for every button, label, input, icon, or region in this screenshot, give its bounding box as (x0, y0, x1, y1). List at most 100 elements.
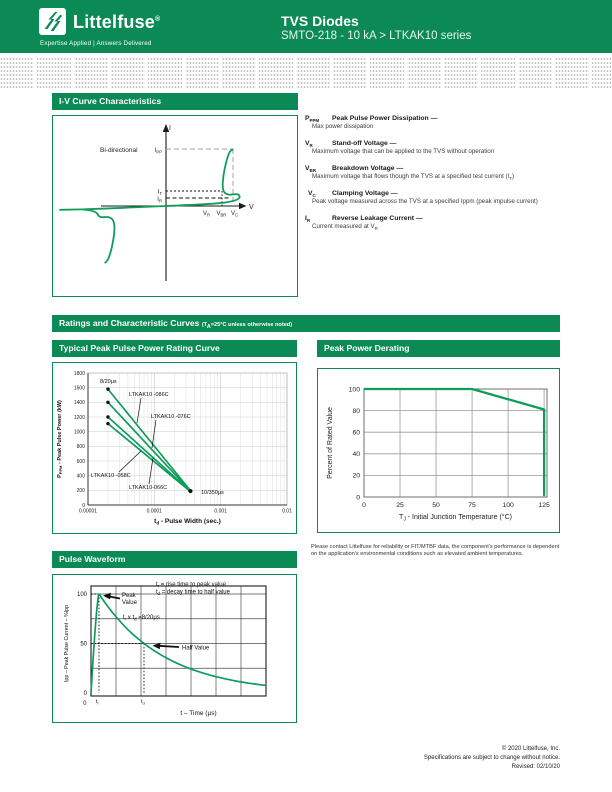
label-leader-line (148, 457, 154, 485)
iv-curve-box: Bi-directional I V IPP IT IR VR VBR VC (52, 115, 298, 297)
iv-curve-negative (82, 208, 116, 264)
y-tick-label: 400 (77, 473, 86, 479)
lightning-bolt-icon (50, 14, 62, 31)
ipp-label: IPP (155, 148, 162, 155)
y-axis-title: Ipp – Peak Pulse Current – %Ipp (64, 605, 70, 682)
y-tick-label: 40 (352, 451, 360, 458)
data-point (106, 387, 110, 391)
pulse-waveform-box: tr = rise time to peak value td = decay t… (52, 574, 297, 723)
pppm-chart-banner: Typical Peak Pulse Power Rating Curve (52, 340, 297, 357)
pulse-waveform-chart: tr = rise time to peak value td = decay t… (64, 582, 267, 717)
x-axis-title: t – Time (μs) (180, 710, 216, 717)
plot-border (90, 585, 267, 697)
data-point (106, 421, 110, 426)
x-tick-label: 25 (396, 502, 404, 509)
series-label: LTKAK10 -058C (91, 473, 131, 479)
x-axis-title: TJ - Initial Junction Temperature (°C) (399, 513, 512, 523)
plot-border (87, 372, 288, 506)
origin-label: 0 (83, 701, 87, 707)
label-leader-line (151, 419, 157, 449)
y-tick-label: 0 (82, 503, 85, 509)
y-tick-label: 1400 (74, 400, 85, 406)
y-tick-label: 1600 (74, 385, 85, 391)
data-point (106, 415, 110, 419)
peak-value-label: Peak (122, 593, 137, 599)
x-axis-arrow-icon (239, 202, 247, 210)
definition-item: VC Clamping Voltage — Peak voltage measur… (308, 190, 538, 205)
y-tick-label: 100 (349, 386, 361, 393)
legend-tr: tr = rise time to peak value (156, 582, 227, 588)
waveshape-annotation: 10/350μs (201, 490, 224, 496)
y-tick-label: 1800 (74, 371, 85, 377)
x-tick-label: 0.01 (282, 509, 292, 515)
y-axis-title: PPPM - Peak Pulse Power (kW) (57, 400, 63, 478)
series-line (107, 422, 192, 493)
derating-chart-banner: Peak Power Derating (317, 340, 560, 357)
definition-item: VR Stand-off Voltage — Maximum voltage th… (305, 140, 495, 155)
data-point (188, 488, 193, 494)
parameter-definitions: PPPM Peak Pulse Power Dissipation — Max p… (305, 114, 567, 239)
it-label: IT (158, 190, 163, 197)
vr-label: VR (203, 211, 210, 218)
data-point (106, 400, 110, 405)
y-tick-label: 200 (77, 488, 86, 494)
x-tick-label: 125 (538, 502, 550, 509)
half-arrow-head-icon (152, 642, 161, 650)
y-tick-label: 20 (352, 473, 360, 480)
label-leader-line (118, 450, 142, 473)
x-tick-label: 0 (362, 502, 366, 509)
x-tick-tr: tr (96, 699, 100, 705)
half-arrow (157, 644, 180, 648)
derating-note: Please contact Littelfuse for reliabilit… (311, 544, 560, 558)
revision-date: Revised: 02/10/20 (511, 764, 560, 770)
y-tick-label: 0 (84, 691, 88, 697)
waveshape-annotation: 8/20μs (100, 379, 117, 385)
plot-border (363, 388, 548, 498)
x-axis-title: td - Pulse Width (sec.) (154, 518, 221, 525)
bidirectional-label: Bi-directional (100, 147, 138, 154)
waveshape-formula: tr x td =8/20μs (123, 615, 160, 621)
legend-td: td = decay time to half value (156, 590, 231, 596)
iv-curve-positive (59, 148, 241, 211)
v-axis-label: V (249, 204, 254, 211)
derating-line (364, 387, 546, 496)
iv-section-banner: I-V Curve Characteristics (52, 93, 298, 110)
derating-chart: 0 20 40 60 80 100 0 25 50 75 100 125 Percent of Rate… (327, 386, 550, 523)
peak-value-label: Value (122, 600, 138, 606)
peak-arrow-head-icon (103, 592, 111, 600)
series-label: LTKAK10-066C (129, 485, 167, 491)
page-subtitle: SMTO-218 - 10 kA > LTKAK10 series (281, 30, 472, 42)
y-tick-label: 80 (352, 408, 360, 415)
series-line (107, 401, 192, 492)
registered-mark: ® (155, 16, 161, 23)
pulse-waveform-banner: Pulse Waveform (52, 551, 297, 568)
disclaimer: Specifications are subject to change wit… (423, 755, 560, 761)
y-tick-label: 50 (80, 642, 87, 648)
y-tick-label: 100 (77, 592, 88, 598)
x-tick-label: 75 (468, 502, 476, 509)
copyright: © 2020 Littelfuse, Inc. (501, 746, 560, 752)
series-label: LTKAK10 -076C (151, 414, 191, 420)
pulse-curve (90, 593, 267, 694)
vbr-label: VBR (217, 211, 227, 218)
x-tick-label: 50 (432, 502, 440, 509)
y-tick-label: 600 (77, 459, 86, 465)
definition-item: IR Reverse Leakage Current — Current meas… (305, 215, 423, 231)
x-tick-label: 100 (502, 502, 514, 509)
vc-label: VC (231, 211, 238, 218)
y-tick-label: 60 (352, 430, 360, 437)
lightning-bolt-icon (44, 12, 58, 29)
y-axis-arrow-icon (162, 124, 170, 132)
derating-chart-box: 0 20 40 60 80 100 0 25 50 75 100 125 Percent of Rate… (317, 368, 560, 533)
ir-label: IR (157, 197, 162, 204)
series-line (107, 388, 192, 492)
half-value-label: Half Value (182, 646, 210, 652)
x-tick-label: 0.0001 (147, 509, 163, 515)
header: Littelfuse® Expertise Applied | Answers … (0, 0, 612, 53)
y-tick-label: 1200 (74, 415, 85, 421)
ratings-section-banner: Ratings and Characteristic Curves (TA=25… (52, 315, 560, 332)
y-axis-title: Percent of Rated Value (327, 407, 334, 479)
brand-name: Littelfuse® (73, 12, 161, 32)
definition-item: VBR Breakdown Voltage — Maximum voltage t… (305, 165, 515, 181)
